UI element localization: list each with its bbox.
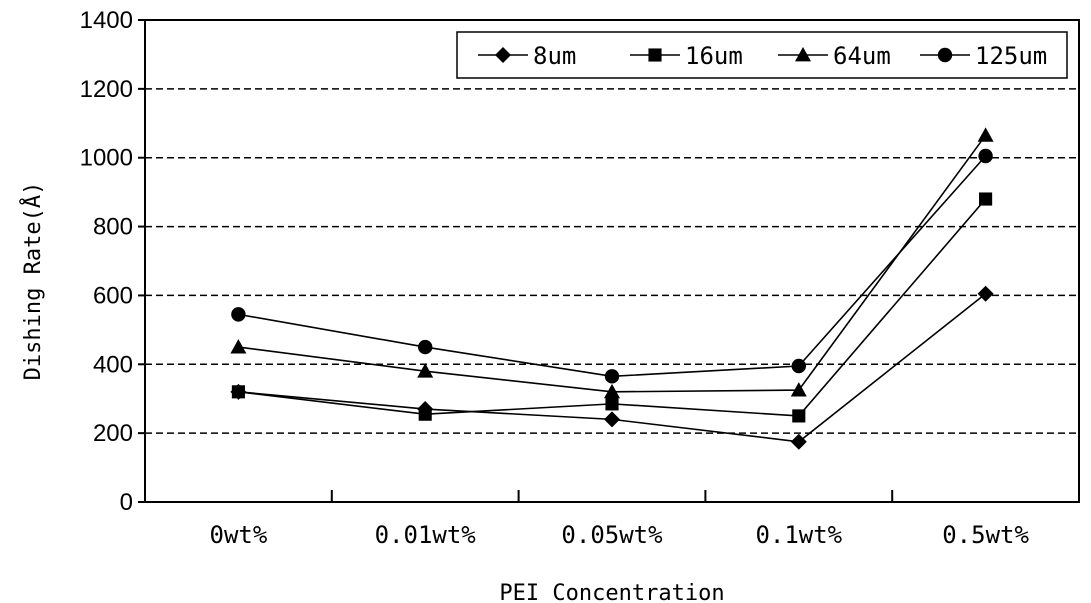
triangle-marker <box>230 339 246 353</box>
square-marker <box>979 192 992 205</box>
circle-marker <box>938 48 952 62</box>
y-tick-label: 800 <box>93 214 133 241</box>
legend-label: 8um <box>533 42 576 70</box>
circle-marker <box>978 149 992 163</box>
series-64um <box>230 127 993 398</box>
square-marker <box>232 385 245 398</box>
diamond-marker <box>978 286 994 302</box>
circle-marker <box>418 340 432 354</box>
series-8um <box>230 286 993 450</box>
x-tick-label: 0.05wt% <box>561 521 663 549</box>
diamond-marker <box>604 411 620 427</box>
y-tick-label: 600 <box>93 282 133 309</box>
legend-label: 64um <box>833 42 891 70</box>
square-marker <box>792 409 805 422</box>
y-tick-label: 400 <box>93 351 133 378</box>
axis-ticks <box>138 20 892 502</box>
circle-marker <box>792 359 806 373</box>
plot-area-frame <box>145 20 1079 502</box>
series-125um <box>231 149 993 384</box>
x-tick-label: 0.5wt% <box>942 521 1029 549</box>
y-tick-label: 1400 <box>80 7 133 34</box>
x-tick-label: 0wt% <box>210 521 268 549</box>
y-tick-label: 200 <box>93 420 133 447</box>
square-marker <box>605 397 618 410</box>
x-axis-title: PEI Concentration <box>499 581 724 603</box>
legend-label: 16um <box>685 42 743 70</box>
series-line-125um <box>238 156 985 376</box>
square-marker <box>648 48 661 61</box>
y-tick-label: 0 <box>120 489 133 516</box>
triangle-marker <box>791 382 807 396</box>
series-lines <box>230 127 993 449</box>
series-line-64um <box>238 135 985 391</box>
square-marker <box>419 408 432 421</box>
triangle-marker <box>978 127 994 141</box>
legend-label: 125um <box>975 42 1047 70</box>
diamond-marker <box>791 434 807 450</box>
y-tick-label: 1000 <box>80 145 133 172</box>
y-axis-title: Dishing Rate(Å) <box>19 182 46 381</box>
legend: 8um 16um 64um 125um <box>457 32 1067 78</box>
circle-marker <box>605 369 619 383</box>
y-tick-label: 1200 <box>80 76 133 103</box>
circle-marker <box>231 307 245 321</box>
x-tick-label: 0.1wt% <box>755 521 842 549</box>
x-tick-label: 0.01wt% <box>375 521 477 549</box>
